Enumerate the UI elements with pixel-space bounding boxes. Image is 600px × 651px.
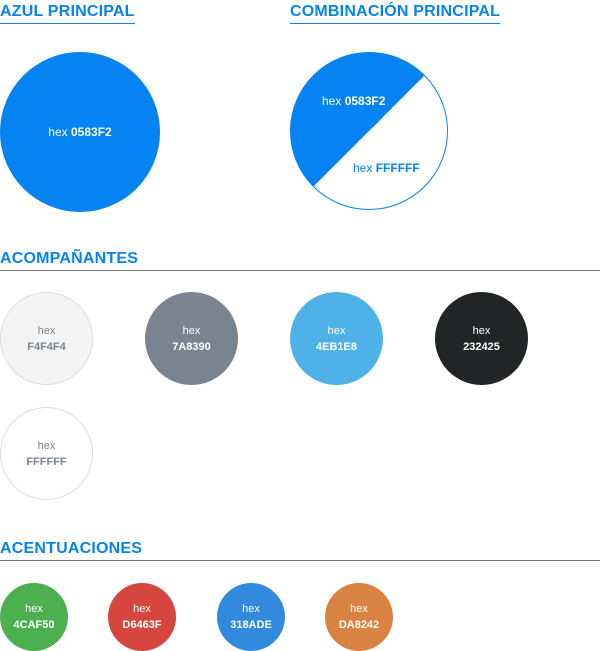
hex-prefix: hex <box>37 324 56 337</box>
hex-prefix: hex <box>353 161 373 175</box>
hex-prefix: hex <box>242 603 260 615</box>
hex-code: 0583F2 <box>344 94 386 108</box>
hex-code: FFFFFF <box>26 455 67 468</box>
accent-swatch-da8242: hex DA8242 <box>325 583 393 651</box>
main-color-title: AZUL PRINCIPAL <box>0 3 135 24</box>
hex-prefix: hex <box>322 94 342 108</box>
hex-prefix: hex <box>25 603 43 615</box>
hex-code: 232425 <box>463 340 500 353</box>
hex-code: FFFFFF <box>375 161 420 175</box>
color-swatch-7a8390: hex 7A8390 <box>145 292 238 385</box>
color-swatch-f4f4f4: hex F4F4F4 <box>0 292 93 385</box>
combination-bottom-label: hex FFFFFF <box>353 161 420 175</box>
combination-swatch: hex 0583F2 hex FFFFFF <box>290 52 448 210</box>
accompanying-divider <box>0 270 600 271</box>
hex-code: 4EB1E8 <box>316 340 357 353</box>
accent-swatch-318ade: hex 318ADE <box>217 583 285 651</box>
accent-swatch-4caf50: hex 4CAF50 <box>0 583 68 651</box>
hex-code: 7A8390 <box>172 340 211 353</box>
accompanying-title: ACOMPAÑANTES <box>0 250 139 267</box>
hex-code: F4F4F4 <box>27 340 66 353</box>
hex-prefix: hex <box>48 125 68 139</box>
accents-title: ACENTUACIONES <box>0 540 143 557</box>
accent-swatch-d6463f: hex D6463F <box>108 583 176 651</box>
combination-top-label: hex 0583F2 <box>322 94 385 108</box>
combination-title: COMBINACIÓN PRINCIPAL <box>290 3 501 24</box>
accents-divider <box>0 560 600 561</box>
color-swatch-232425: hex 232425 <box>435 292 528 385</box>
hex-prefix: hex <box>37 439 56 452</box>
hex-prefix: hex <box>327 324 346 337</box>
hex-code: D6463F <box>122 619 162 631</box>
main-color-swatch: hex 0583F2 <box>0 52 160 212</box>
hex-prefix: hex <box>133 603 151 615</box>
hex-code: 4CAF50 <box>13 619 55 631</box>
hex-prefix: hex <box>350 603 368 615</box>
hex-prefix: hex <box>182 324 201 337</box>
hex-code: DA8242 <box>338 619 380 631</box>
hex-code: 0583F2 <box>71 125 112 139</box>
color-swatch-4eb1e8: hex 4EB1E8 <box>290 292 383 385</box>
hex-prefix: hex <box>472 324 491 337</box>
hex-code: 318ADE <box>230 619 272 631</box>
color-swatch-ffffff: hex FFFFFF <box>0 407 93 500</box>
